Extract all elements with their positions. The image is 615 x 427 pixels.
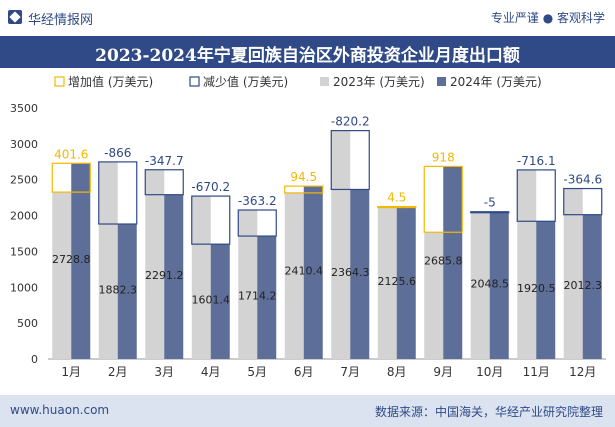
change-label: -820.2 — [331, 115, 370, 129]
bar-2023 — [191, 196, 211, 359]
bar-2023 — [331, 130, 351, 359]
bar-2024 — [257, 236, 277, 359]
bar-2023 — [238, 210, 258, 359]
bar-2024 — [443, 166, 463, 359]
data-label-2024: 2410.4 — [285, 265, 324, 278]
y-tick-label: 3500 — [10, 102, 38, 115]
decrease-box — [237, 209, 277, 237]
x-tick-label: 9月 — [433, 365, 453, 379]
y-tick-label: 2500 — [10, 174, 38, 187]
increase-box — [423, 165, 463, 233]
bar-2023 — [52, 192, 72, 359]
data-label-2024: 1601.4 — [192, 294, 231, 307]
change-label: 401.6 — [54, 147, 88, 161]
y-tick-label: 0 — [31, 353, 38, 366]
bar-2023 — [470, 211, 490, 359]
x-tick-label: 4月 — [201, 365, 221, 379]
bar-2024 — [117, 224, 137, 359]
bar-2023 — [284, 192, 304, 359]
bar-2023 — [424, 232, 444, 359]
bar-2024 — [396, 206, 416, 359]
chart-title: 2023-2024年宁夏回族自治区外商投资企业月度出口额 — [95, 46, 520, 66]
legend-2024-icon — [437, 77, 446, 86]
top-bar: 华经情报网 专业严谨 ● 客观科学 — [0, 0, 615, 36]
data-label-2024: 1920.5 — [517, 282, 556, 295]
data-label-2024: 2685.8 — [424, 255, 463, 268]
bar-2024 — [582, 214, 602, 359]
increase-box — [284, 185, 324, 194]
y-tick-label: 1500 — [10, 245, 38, 258]
legend-label: 减少值 (万美元) — [203, 74, 288, 89]
change-label: 918 — [432, 150, 455, 164]
change-label: 94.5 — [290, 170, 317, 184]
footer-source: 数据来源：中国海关，华经产业研究院整理 — [374, 405, 603, 419]
change-label: -866 — [104, 146, 131, 160]
data-label-2024: 1714.2 — [238, 290, 277, 303]
change-label: -363.2 — [238, 194, 277, 208]
bar-2024 — [350, 189, 370, 359]
bar-2023 — [145, 169, 165, 359]
brand-name: 华经情报网 — [28, 13, 94, 28]
decrease-box — [98, 161, 138, 225]
x-tick-label: 7月 — [340, 365, 360, 379]
x-tick-label: 6月 — [294, 365, 314, 379]
footer-url: www.huaon.com — [10, 403, 110, 417]
x-tick-label: 8月 — [387, 365, 407, 379]
data-label-2024: 1882.3 — [99, 284, 138, 297]
x-tick-label: 11月 — [523, 365, 550, 379]
x-tick-label: 2月 — [108, 365, 128, 379]
x-tick-label: 3月 — [154, 365, 174, 379]
increase-box — [51, 162, 91, 193]
decrease-box — [330, 130, 370, 191]
y-tick-label: 2000 — [10, 210, 38, 223]
x-tick-label: 10月 — [476, 365, 503, 379]
title-bar: 2023-2024年宁夏回族自治区外商投资企业月度出口额 — [0, 36, 615, 68]
change-label: -5 — [484, 196, 496, 210]
bar-2024 — [489, 212, 509, 359]
brand-tagline: 专业严谨 ● 客观科学 — [490, 11, 605, 25]
footer-bar: www.huaon.com 数据来源：中国海关，华经产业研究院整理 — [0, 395, 615, 427]
decrease-box — [144, 169, 184, 196]
data-label-2024: 2291.2 — [145, 269, 184, 282]
bar-2023 — [377, 206, 397, 359]
decrease-box — [191, 195, 231, 245]
x-tick-label: 1月 — [61, 365, 81, 379]
x-tick-label: 12月 — [569, 365, 596, 379]
bar-2023 — [98, 161, 118, 359]
change-label: -364.6 — [563, 173, 602, 187]
legend-label: 2024年 (万美元) — [450, 75, 542, 89]
decrease-box — [516, 169, 556, 222]
bar-2024 — [71, 163, 91, 359]
data-label-2024: 2364.3 — [331, 266, 370, 279]
data-label-2024: 2048.5 — [471, 278, 510, 291]
data-label-2024: 2125.6 — [378, 275, 417, 288]
bar-2024 — [536, 221, 556, 359]
bar-2024 — [210, 244, 230, 359]
data-label-2024: 2728.8 — [52, 253, 91, 266]
legend-increase-icon — [54, 76, 65, 87]
change-label: -347.7 — [145, 154, 184, 168]
brand-logo-icon — [8, 10, 22, 24]
bar-2023 — [517, 169, 537, 359]
change-label: 4.5 — [387, 191, 406, 205]
legend-2023-icon — [320, 77, 329, 86]
y-tick-label: 3000 — [10, 138, 38, 151]
bar-2024 — [303, 186, 323, 359]
bar-chart: 增加值 (万美元) 减少值 (万美元) 2023年 (万美元) 2024年 (万美元)… — [10, 74, 606, 379]
x-tick-label: 5月 — [247, 365, 267, 379]
data-label-2024: 2012.3 — [564, 279, 603, 292]
y-tick-label: 1000 — [10, 281, 38, 294]
bar-2024 — [164, 194, 184, 359]
legend-decrease-icon — [189, 76, 200, 87]
change-label: -716.1 — [517, 154, 556, 168]
decrease-box — [470, 211, 510, 214]
y-tick-label: 500 — [17, 317, 38, 330]
legend-label: 增加值 (万美元) — [68, 74, 153, 89]
legend-label: 2023年 (万美元) — [333, 75, 425, 89]
change-label: -670.2 — [191, 180, 230, 194]
decrease-box — [563, 187, 603, 216]
bar-2023 — [563, 188, 583, 359]
increase-box — [377, 205, 417, 209]
